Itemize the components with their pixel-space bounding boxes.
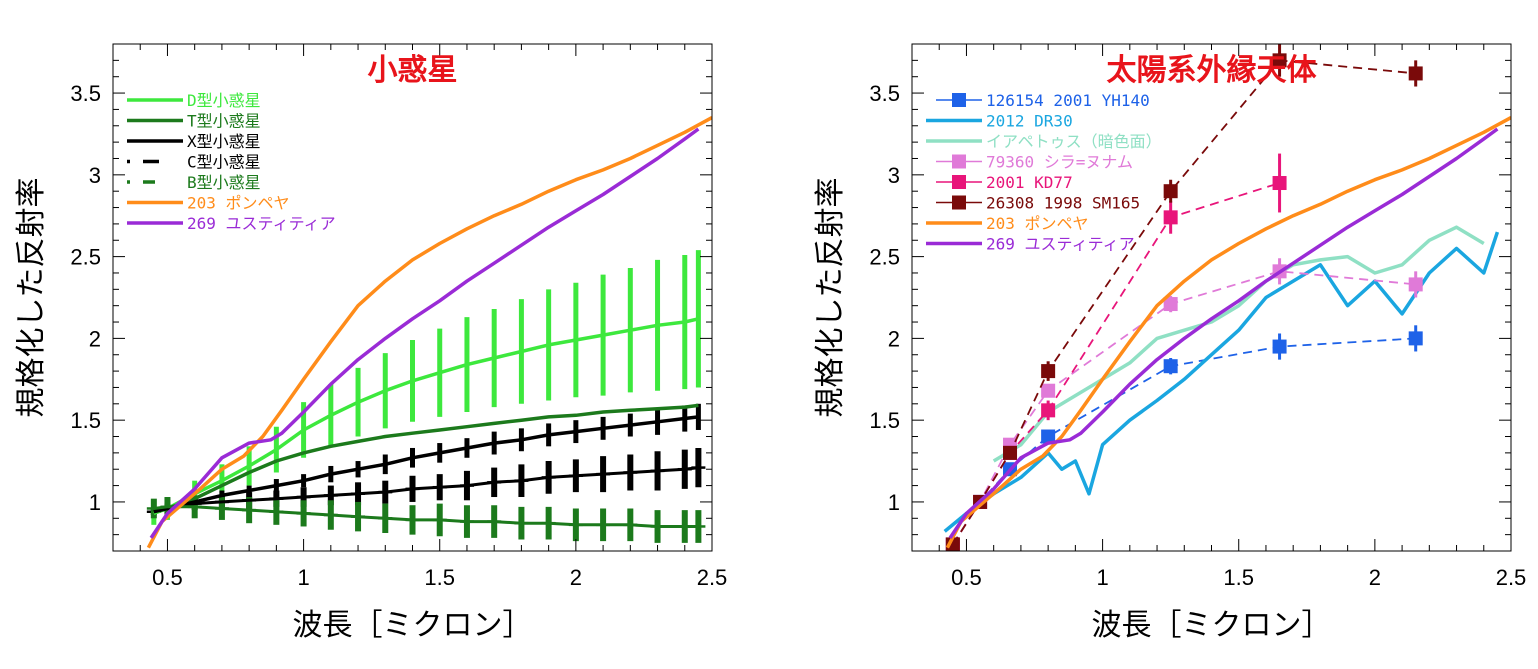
legend-label: B型小惑星 [187, 173, 261, 192]
x-tick-label: 2.5 [1496, 565, 1527, 590]
legend-marker [952, 154, 966, 169]
series-line [153, 505, 699, 528]
y-tick-label: 2 [89, 326, 101, 351]
data-point [1163, 297, 1178, 312]
legend-label: 203 ポンペヤ [187, 194, 290, 213]
y-tick-label: 3.5 [70, 81, 101, 106]
legend-marker [952, 175, 966, 189]
legend-label: イアペトゥス（暗色面） [986, 132, 1162, 151]
legend-label: T型小惑星 [187, 112, 261, 131]
y-axis-title: 規格化した反射率 [14, 178, 49, 418]
x-axis-title: 波長［ミクロン］ [293, 608, 533, 643]
legend-label: 79360 シラ=ヌナム [986, 153, 1133, 172]
chart-title: 太陽系外縁天体 [1107, 53, 1318, 88]
x-tick-label: 1 [297, 565, 309, 590]
chart-title: 小惑星 [368, 53, 458, 88]
series-line [952, 182, 1280, 545]
x-tick-label: 2.5 [697, 565, 728, 590]
series-line [992, 225, 1485, 463]
series-line [945, 116, 1511, 549]
data-point [1041, 383, 1056, 398]
series-line [149, 127, 700, 539]
y-tick-label: 2.5 [70, 245, 101, 270]
legend-label: 26308 1998 SM165 [986, 194, 1140, 213]
data-point [1272, 339, 1287, 354]
plot-area [943, 44, 1511, 551]
x-tick-label: 1.5 [1223, 565, 1254, 590]
x-tick-label: 0.5 [152, 565, 183, 590]
legend-label: X型小惑星 [187, 132, 261, 151]
y-tick-label: 3 [888, 163, 900, 188]
x-tick-label: 2 [1369, 565, 1381, 590]
series-line [146, 116, 712, 549]
data-point [1041, 403, 1056, 418]
y-tick-label: 3 [89, 163, 101, 188]
data-point [1408, 66, 1423, 81]
y-tick-label: 2 [888, 326, 900, 351]
y-tick-label: 1.5 [869, 408, 900, 433]
data-point [1272, 176, 1287, 191]
legend-label: 269 ユスティティア [187, 214, 336, 233]
series-line [153, 415, 699, 514]
x-tick-label: 0.5 [951, 565, 982, 590]
y-tick-label: 3.5 [869, 81, 900, 106]
legend-label: 269 ユスティティア [986, 235, 1135, 254]
legend-label: 2012 DR30 [986, 112, 1073, 131]
data-point [1163, 359, 1178, 374]
legend-label: 203 ポンペヤ [986, 214, 1089, 233]
data-point [1163, 210, 1178, 225]
legend-marker [952, 195, 966, 210]
legend-label: C型小惑星 [187, 153, 261, 172]
legend-label: 126154 2001 YH140 [986, 91, 1150, 110]
y-tick-label: 1.5 [70, 408, 101, 433]
plot-area [146, 116, 712, 549]
y-tick-label: 2.5 [869, 245, 900, 270]
x-axis-title: 波長［ミクロン］ [1092, 608, 1332, 643]
chart-panel-1: 0.5 1 1.5 2 2.5 1 1.5 2 2.5 3 3.5 波長［ミクロン］ 規格化した反射率 小… [14, 43, 728, 643]
data-point [1272, 53, 1287, 68]
x-tick-label: 2 [570, 565, 582, 590]
series-line [952, 270, 1416, 545]
y-axis-title: 規格化した反射率 [813, 178, 848, 418]
data-point [1408, 331, 1423, 346]
data-point [1003, 445, 1018, 460]
legend-marker [952, 93, 966, 107]
series-line [153, 466, 699, 514]
data-point [1041, 364, 1056, 379]
data-point [1163, 184, 1178, 199]
series-line [153, 403, 699, 514]
legend-label: 2001 KD77 [986, 173, 1073, 192]
data-point [1408, 277, 1423, 292]
series-line [153, 317, 699, 516]
chart-panel-2: 0.5 1 1.5 2 2.5 1 1.5 2 2.5 3 3.5 波長［ミクロン］ 規格化した反射率 太… [813, 43, 1527, 643]
series-line [948, 127, 1499, 539]
x-tick-label: 1 [1096, 565, 1108, 590]
x-tick-label: 1.5 [424, 565, 455, 590]
y-tick-label: 1 [89, 490, 101, 515]
legend-label: D型小惑星 [187, 91, 261, 110]
data-point [1041, 429, 1056, 444]
y-tick-label: 1 [888, 490, 900, 515]
